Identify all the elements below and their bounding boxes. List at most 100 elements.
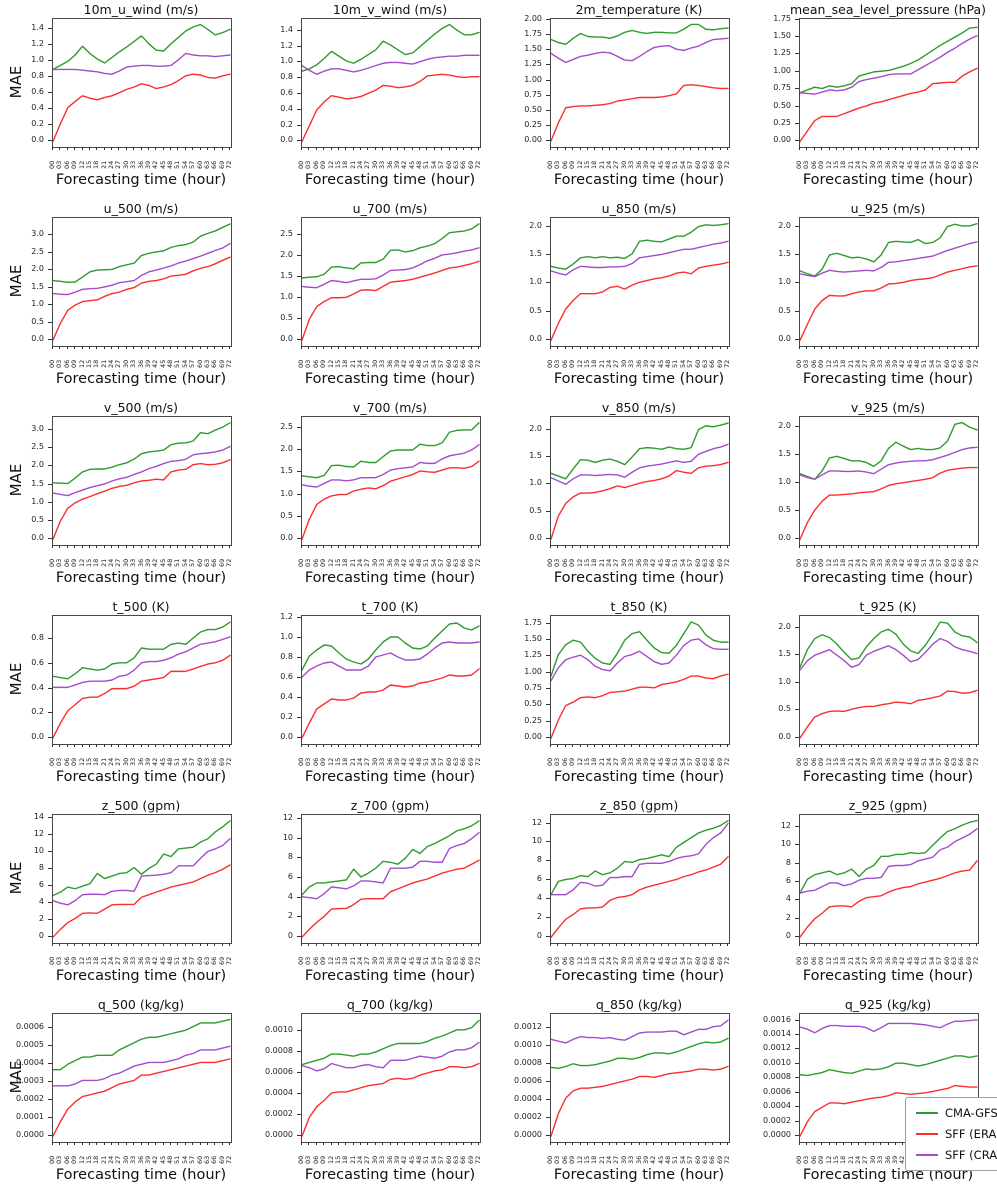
x-tick-label: 33 <box>876 757 885 766</box>
x-tick-mark <box>865 744 867 747</box>
chart-title: 10m_v_wind (m/s) <box>332 2 448 17</box>
x-tick-mark <box>858 545 859 548</box>
chart-title: z_700 (gpm) <box>350 798 430 813</box>
x-tick-mark <box>382 744 384 747</box>
x-tick-mark <box>147 346 149 349</box>
x-tick-mark <box>682 346 684 349</box>
x-tick-mark <box>917 346 918 349</box>
x-tick-label: 09 <box>817 1155 826 1164</box>
x-tick-mark <box>162 1142 164 1145</box>
x-tick-mark <box>66 943 68 946</box>
y-tick-mark <box>795 53 799 55</box>
x-tick-mark <box>118 744 120 747</box>
y-tick-mark <box>795 1135 799 1137</box>
x-tick-mark <box>59 545 61 548</box>
x-tick-mark <box>887 1142 889 1145</box>
y-tick-mark <box>297 234 301 236</box>
y-tick-mark <box>48 1081 52 1083</box>
y-tick-label: 0.5 <box>529 505 542 515</box>
y-tick-mark <box>48 251 52 253</box>
x-tick-mark <box>675 346 677 349</box>
y-tick-mark <box>297 297 301 299</box>
y-tick-label: 1.0 <box>31 55 44 65</box>
y-tick-label: 12 <box>33 829 44 839</box>
y-tick-label: 10 <box>33 846 44 856</box>
x-tick-label: 72 <box>225 757 233 766</box>
y-tick-mark <box>546 282 550 284</box>
y-tick-label: 1.50 <box>524 44 542 54</box>
x-tick-mark <box>564 744 566 747</box>
x-tick-mark <box>719 147 721 150</box>
x-tick-mark <box>586 1142 588 1145</box>
line-sff-cra <box>551 638 729 682</box>
y-tick-label: 1.50 <box>524 634 542 644</box>
x-tick-mark <box>411 346 413 349</box>
x-tick-mark <box>557 943 559 946</box>
y-tick-label: 2.5 <box>280 421 293 431</box>
x-tick-mark <box>470 346 472 349</box>
x-tick-mark <box>88 1142 90 1145</box>
y-tick-mark <box>546 704 550 706</box>
x-tick-mark <box>199 943 201 946</box>
x-tick-label: 72 <box>225 359 233 368</box>
x-tick-label: 57 <box>188 757 197 766</box>
x-tick-label: 72 <box>723 558 731 567</box>
x-tick-mark <box>118 346 120 349</box>
y-tick-label: 1.25 <box>524 650 542 660</box>
x-tick-mark <box>961 545 963 548</box>
x-tick-mark <box>118 545 120 548</box>
line-cma-gfs <box>551 1037 729 1069</box>
y-tick-mark <box>297 737 301 738</box>
line-sff-cra <box>302 443 480 488</box>
y-tick-label: 0.6 <box>280 88 293 98</box>
chart-title: q_700 (kg/kg) <box>346 997 434 1012</box>
x-tick-mark <box>609 545 610 548</box>
x-tick-mark <box>52 943 53 946</box>
chart-cell-v_500: v_500 (m/s) MAE 0.0 0.5 1.0 1.5 2.0 2.5 3.0 00 03 0… <box>0 398 249 597</box>
y-tick-mark <box>546 720 550 722</box>
x-tick-mark <box>645 943 647 946</box>
x-tick-mark <box>843 1142 845 1145</box>
x-tick-mark <box>448 147 450 150</box>
line-sff-era5 <box>302 260 480 341</box>
x-tick-mark <box>133 545 135 548</box>
x-tick-mark <box>192 943 194 946</box>
x-tick-mark <box>111 545 112 548</box>
x-tick-mark <box>712 943 714 946</box>
line-cma-gfs <box>302 422 480 479</box>
x-tick-mark <box>821 943 823 946</box>
x-tick-mark <box>382 1142 384 1145</box>
chart-title: t_500 (K) <box>112 599 170 614</box>
x-tick-mark <box>660 346 662 349</box>
x-tick-label: 09 <box>319 956 328 965</box>
plot-area <box>550 416 730 546</box>
x-tick-mark <box>389 1142 391 1145</box>
x-tick-mark <box>206 943 208 946</box>
x-tick-mark <box>638 346 640 349</box>
y-tick-mark <box>795 253 799 255</box>
x-tick-mark <box>478 744 479 747</box>
y-tick-mark <box>297 1050 301 1052</box>
x-tick-mark <box>463 545 465 548</box>
y-tick-label: 0.2 <box>280 712 293 721</box>
x-tick-mark <box>924 346 926 349</box>
y-tick-mark <box>546 1117 550 1119</box>
x-tick-mark <box>162 147 164 150</box>
line-sff-era5 <box>800 689 978 739</box>
chart-title: v_925 (m/s) <box>850 400 926 415</box>
chart-title: z_500 (gpm) <box>101 798 181 813</box>
line-sff-era5 <box>551 84 729 142</box>
y-tick-mark <box>546 1135 550 1137</box>
x-tick-mark <box>843 545 845 548</box>
x-tick-mark <box>345 1142 347 1145</box>
x-tick-mark <box>931 943 933 946</box>
x-tick-mark <box>59 943 61 946</box>
x-tick-mark <box>850 147 852 150</box>
y-tick-label: 0 <box>287 931 293 941</box>
x-tick-mark <box>470 744 472 747</box>
y-tick-mark <box>546 688 550 690</box>
y-tick-mark <box>48 269 52 271</box>
x-tick-mark <box>704 943 706 946</box>
x-tick-mark <box>653 1142 655 1145</box>
plot-area <box>550 1013 730 1143</box>
